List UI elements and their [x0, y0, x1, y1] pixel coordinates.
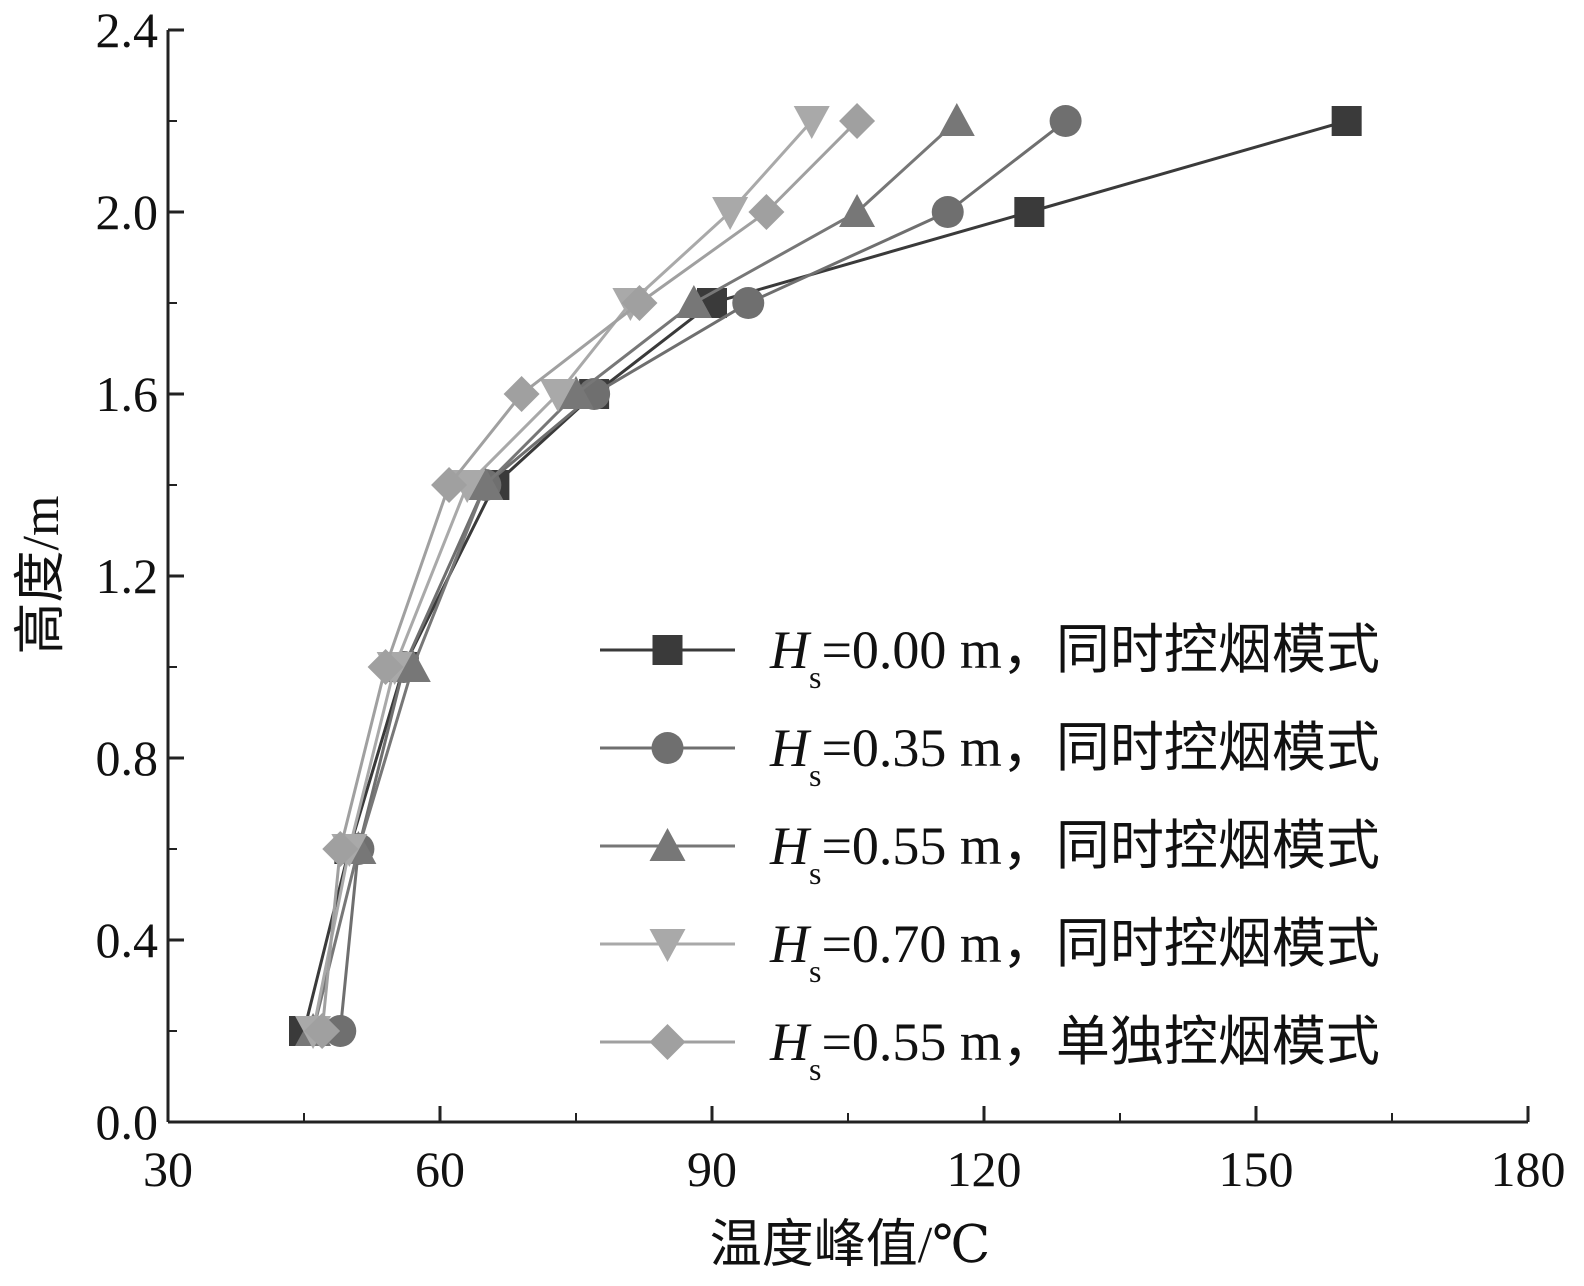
data-point [712, 197, 749, 230]
x-tick-label: 90 [687, 1141, 737, 1197]
legend-label: Hs=0.70 m，同时控烟模式 [769, 914, 1380, 989]
data-point [675, 285, 712, 318]
data-point [503, 376, 540, 412]
y-tick-label: 2.4 [96, 2, 159, 58]
data-point [367, 649, 404, 685]
x-tick-label: 180 [1491, 1141, 1566, 1197]
series-3 [295, 103, 975, 1046]
legend-label: Hs=0.55 m，同时控烟模式 [769, 816, 1380, 891]
legend-label: Hs=0.00 m，同时控烟模式 [769, 620, 1380, 695]
series-line [302, 119, 1348, 1032]
legend-item: Hs=0.55 m，同时控烟模式 [600, 816, 1380, 891]
series-2 [324, 105, 1082, 1047]
legend-subscript: s [809, 757, 821, 793]
data-point [931, 196, 964, 228]
x-tick-label: 120 [947, 1141, 1022, 1197]
y-axis-label: 高度/m [13, 496, 70, 655]
y-tick-label: 0.4 [96, 912, 159, 968]
legend-subscript: s [809, 1051, 821, 1087]
legend-var: H [769, 620, 812, 680]
y-tick-label: 2.0 [96, 184, 159, 240]
legend-var: H [769, 1012, 812, 1072]
data-point [394, 649, 431, 682]
data-point [793, 106, 830, 139]
legend-subscript: s [809, 855, 821, 891]
data-point [732, 287, 765, 319]
series-line [311, 119, 813, 1032]
series-layer [289, 103, 1362, 1049]
legend-subscript: s [809, 659, 821, 695]
data-point [839, 194, 876, 227]
data-point [539, 379, 576, 412]
x-tick-label: 30 [143, 1141, 193, 1197]
legend-marker [649, 828, 686, 861]
y-tick-label: 1.2 [96, 548, 159, 604]
data-point [467, 467, 504, 500]
legend-item: Hs=0.00 m，同时控烟模式 [600, 620, 1380, 695]
legend-var: H [769, 718, 812, 778]
legend-text: =0.35 m，同时控烟模式 [821, 718, 1379, 778]
legend-var: H [769, 816, 812, 876]
data-point [322, 831, 359, 867]
series-line [320, 119, 859, 1032]
legend-label: Hs=0.55 m，单独控烟模式 [769, 1012, 1380, 1087]
series-4 [295, 106, 830, 1049]
legend-label: Hs=0.35 m，同时控烟模式 [769, 718, 1380, 793]
x-tick-label: 150 [1219, 1141, 1294, 1197]
data-point [558, 376, 594, 409]
x-tick-label: 60 [415, 1141, 465, 1197]
axes: 30 60 90 120 150 180 0.0 0.4 0.8 1.2 1.6 2.0 2.4 [96, 2, 1566, 1197]
legend-marker [652, 635, 683, 665]
data-point [1331, 106, 1362, 136]
data-point [304, 1013, 341, 1049]
x-axis-label: 温度峰值/℃ [710, 1217, 991, 1274]
y-tick-label: 0.0 [96, 1094, 159, 1150]
data-point [324, 1015, 357, 1047]
data-point [748, 194, 785, 230]
legend-item: Hs=0.55 m，单独控烟模式 [600, 1012, 1380, 1087]
data-point [938, 103, 975, 136]
series-line [311, 119, 958, 1032]
data-point [621, 285, 658, 321]
legend-item: Hs=0.35 m，同时控烟模式 [600, 718, 1380, 793]
data-point [431, 467, 468, 503]
y-tick-label: 0.8 [96, 730, 159, 786]
legend-var: H [769, 914, 812, 974]
legend-text: =0.55 m，同时控烟模式 [821, 816, 1379, 876]
data-point [1049, 105, 1082, 137]
series-5 [304, 103, 876, 1049]
legend-marker [649, 929, 686, 962]
legend-subscript: s [809, 953, 821, 989]
legend-marker [651, 732, 684, 764]
legend-marker [649, 1024, 686, 1060]
legend-item: Hs=0.70 m，同时控烟模式 [600, 914, 1380, 989]
legend-text: =0.00 m，同时控烟模式 [821, 620, 1379, 680]
data-point [839, 103, 876, 139]
data-point [1014, 197, 1045, 227]
y-tick-label: 1.6 [96, 366, 159, 422]
legend-text: =0.55 m，单独控烟模式 [821, 1012, 1379, 1072]
legend-text: =0.70 m，同时控烟模式 [821, 914, 1379, 974]
